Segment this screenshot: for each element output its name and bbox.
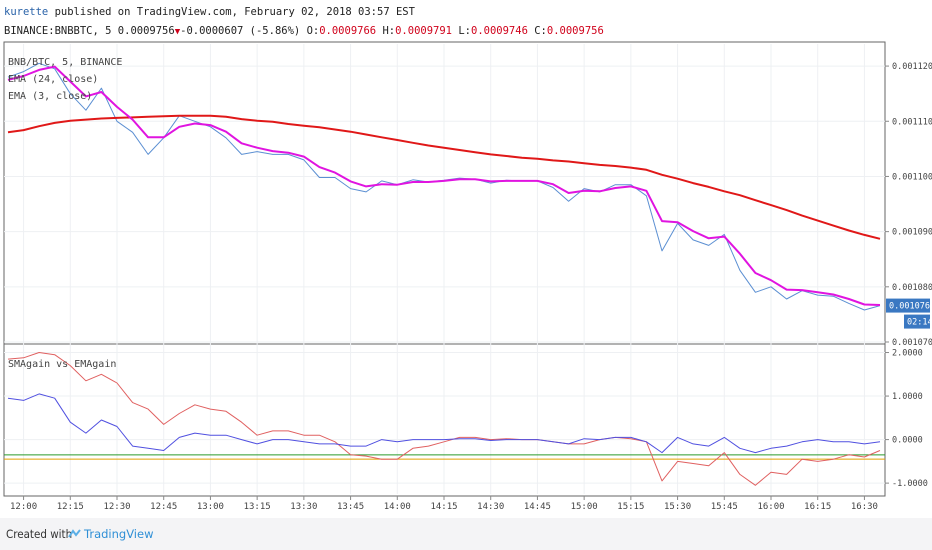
countdown-badge-label: 02:14: [907, 318, 932, 328]
last-price-badge: [886, 298, 930, 313]
close-value: 0.0009756: [546, 25, 604, 37]
change-value: -0.0000607 (-5.86%): [180, 25, 301, 37]
author-link[interactable]: kurette: [4, 6, 49, 18]
close-label: C:: [534, 25, 547, 37]
legend-indicator: SMAgain vs EMAgain: [8, 359, 116, 370]
created-with-label: Created with: [6, 527, 73, 541]
time-tick-label: 12:30: [103, 502, 130, 512]
grid: [4, 44, 885, 494]
time-tick-label: 13:15: [244, 502, 271, 512]
published-text: published on TradingView.com, February 0…: [54, 6, 415, 18]
down-arrow-icon: ▼: [174, 27, 181, 37]
indicator-tick-label: 0.0000: [892, 436, 923, 446]
legend-symbol: BNB/BTC, 5, BINANCE: [8, 57, 122, 68]
time-tick-label: 14:30: [477, 502, 504, 512]
time-tick-label: 16:15: [804, 502, 831, 512]
open-label: O:: [306, 25, 320, 37]
open-value: 0.0009766: [319, 25, 377, 37]
low-value: 0.0009746: [471, 25, 528, 37]
high-value: 0.0009791: [395, 25, 453, 37]
time-tick-label: 12:00: [10, 502, 37, 512]
time-tick-label: 13:45: [337, 502, 364, 512]
price-badges: 0.0010766 02:14: [886, 298, 932, 329]
ema-slow-line: [7, 114, 881, 240]
price-tick-label: 0.0010700: [892, 338, 932, 348]
quote-line: BINANCE:BNBBTC, 5 0.0009756▼-0.0000607 (…: [4, 25, 604, 37]
time-tick-label: 15:45: [711, 502, 738, 512]
time-axis[interactable]: 12:00 12:15 12:30 12:45 13:00 13:15 13:30 13:45…: [10, 496, 878, 512]
tradingview-logo-icon: [68, 529, 81, 538]
publish-line: kurette published on TradingView.com, Fe…: [4, 6, 415, 18]
time-tick-label: 12:45: [150, 502, 177, 512]
legend-ema-fast: EMA (3, close): [8, 91, 92, 102]
last-price: 0.0009756: [117, 25, 175, 37]
indicator-axis[interactable]: 2.0000 1.0000 0.0000 -1.0000: [885, 349, 928, 490]
sma-gain-line: [7, 352, 881, 486]
indicator-tick-label: -1.0000: [892, 479, 928, 489]
last-price-badge-label: 0.0010766: [889, 302, 932, 312]
time-tick-label: 14:45: [524, 502, 551, 512]
time-tick-label: 15:00: [571, 502, 598, 512]
countdown-badge: [904, 314, 930, 329]
ema-gain-line: [7, 393, 881, 454]
indicator-hlines: [4, 454, 885, 460]
high-label: H:: [382, 25, 396, 37]
time-tick-label: 16:00: [757, 502, 784, 512]
symbol-label: BINANCE:BNBBTC, 5: [4, 25, 112, 37]
low-label: L:: [458, 25, 471, 37]
time-tick-label: 14:15: [430, 502, 457, 512]
time-tick-label: 14:00: [384, 502, 411, 512]
tradingview-brand-link[interactable]: TradingView: [84, 527, 154, 541]
footer: Created with TradingView: [0, 518, 932, 550]
time-tick-label: 12:15: [57, 502, 84, 512]
time-tick-label: 16:30: [851, 502, 878, 512]
series-lines: [7, 62, 881, 486]
indicator-tick-label: 2.0000: [892, 349, 923, 359]
time-tick-label: 15:30: [664, 502, 691, 512]
legend-ema-slow: EMA (24, close): [8, 74, 98, 85]
main-legend: BNB/BTC, 5, BINANCE EMA (24, close) EMA …: [8, 57, 122, 102]
ema-fast-line: [7, 65, 881, 306]
indicator-tick-label: 1.0000: [892, 392, 923, 402]
time-tick-label: 13:00: [197, 502, 224, 512]
time-tick-label: 15:15: [617, 502, 644, 512]
time-tick-label: 13:30: [290, 502, 317, 512]
